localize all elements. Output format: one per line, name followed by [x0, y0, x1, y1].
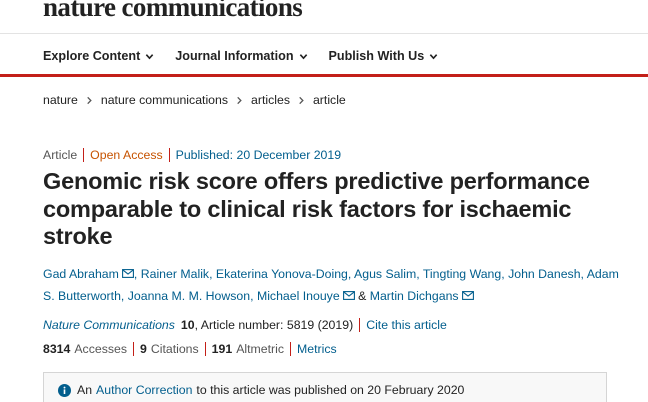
nav-label: Explore Content: [43, 49, 141, 63]
chevron-right-icon: [299, 96, 304, 104]
chevron-down-icon: [146, 53, 154, 59]
chevron-right-icon: [237, 96, 242, 104]
divider: [83, 148, 85, 162]
altmetric-score: 191: [211, 342, 233, 356]
header-divider: [0, 33, 648, 34]
chevron-down-icon: [299, 53, 307, 59]
notice-prefix: An: [77, 383, 93, 397]
email-icon[interactable]: [461, 291, 474, 300]
article-type: Article: [43, 148, 78, 162]
divider: [132, 342, 134, 356]
breadcrumb-nature[interactable]: nature: [43, 93, 78, 107]
author-link[interactable]: Adam S. Butterworth: [43, 267, 619, 303]
author-link[interactable]: Rainer Malik: [140, 267, 210, 281]
author-correction-link[interactable]: Author Correction: [96, 383, 193, 397]
author-link[interactable]: Tingting Wang: [422, 267, 502, 281]
author-link[interactable]: Joanna M. M. Howson: [127, 289, 251, 303]
nav-explore-content[interactable]: Explore Content: [43, 49, 154, 63]
author-link[interactable]: Martin Dichgans: [369, 289, 459, 303]
authors-and: &: [358, 289, 367, 303]
divider: [204, 342, 206, 356]
metrics-link[interactable]: Metrics: [297, 342, 337, 356]
nav-label: Journal Information: [175, 49, 294, 63]
author-link[interactable]: Michael Inouye: [256, 289, 340, 303]
author-link[interactable]: Ekaterina Yonova-Doing: [215, 267, 348, 281]
notice-suffix: to this article was published on 20 Febr…: [196, 383, 465, 397]
article-number: , Article number: 5819 (2019): [194, 318, 354, 332]
accesses-count: 8314: [43, 342, 71, 356]
published-date[interactable]: Published: 20 December 2019: [175, 148, 342, 162]
breadcrumb-current: article: [312, 93, 346, 107]
chevron-down-icon: [430, 53, 438, 59]
citations-count: 9: [139, 342, 147, 356]
nav-publish-with-us[interactable]: Publish With Us: [329, 49, 439, 63]
citations-label: Citations: [150, 342, 199, 356]
masthead: nature communications: [0, 0, 648, 30]
email-icon[interactable]: [342, 291, 355, 300]
breadcrumb: nature nature communications articles ar…: [43, 93, 346, 107]
author-link[interactable]: Gad Abraham: [43, 267, 119, 281]
divider: [359, 318, 361, 332]
citation-line: Nature Communications 10 , Article numbe…: [43, 318, 447, 332]
article-meta: Article Open Access Published: 20 Decemb…: [43, 148, 341, 162]
cite-this-article-link[interactable]: Cite this article: [366, 318, 447, 332]
correction-notice: An Author Correction to this article was…: [43, 372, 607, 402]
main-nav: Explore Content Journal Information Publ…: [43, 46, 459, 66]
altmetric-label: Altmetric: [236, 342, 285, 356]
breadcrumb-articles[interactable]: articles: [251, 93, 290, 107]
journal-name-link[interactable]: Nature Communications: [43, 318, 175, 332]
volume-number: 10: [180, 318, 195, 332]
chevron-right-icon: [87, 96, 92, 104]
divider: [290, 342, 292, 356]
open-access-badge: Open Access: [90, 148, 163, 162]
info-icon: [58, 383, 71, 397]
accesses-label: Accesses: [74, 342, 127, 356]
article-title: Genomic risk score offers predictive per…: [43, 168, 590, 249]
nav-label: Publish With Us: [328, 49, 425, 63]
author-link[interactable]: John Danesh: [508, 267, 581, 281]
nav-accent-bar: [0, 74, 648, 77]
breadcrumb-nature-communications[interactable]: nature communications: [100, 93, 229, 107]
author-list: Gad Abraham, Rainer Malik, Ekaterina Yon…: [43, 267, 619, 303]
nav-journal-information[interactable]: Journal Information: [175, 49, 307, 63]
divider: [168, 148, 170, 162]
email-icon[interactable]: [121, 269, 134, 278]
author-link[interactable]: Agus Salim: [354, 267, 417, 281]
article-metrics: 8314 Accesses 9 Citations 191 Altmetric …: [43, 342, 337, 356]
journal-logo[interactable]: nature communications: [43, 0, 303, 22]
